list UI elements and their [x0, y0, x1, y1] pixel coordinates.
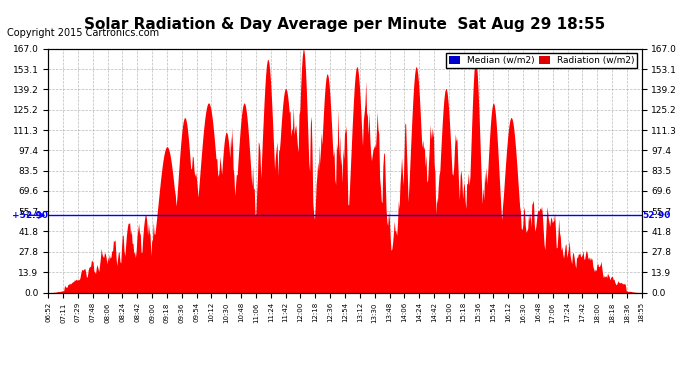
Text: Copyright 2015 Cartronics.com: Copyright 2015 Cartronics.com — [7, 28, 159, 38]
Text: Solar Radiation & Day Average per Minute  Sat Aug 29 18:55: Solar Radiation & Day Average per Minute… — [84, 17, 606, 32]
Text: 52.90: 52.90 — [642, 211, 671, 220]
Text: +52.90: +52.90 — [12, 211, 48, 220]
Legend: Median (w/m2), Radiation (w/m2): Median (w/m2), Radiation (w/m2) — [446, 53, 637, 68]
